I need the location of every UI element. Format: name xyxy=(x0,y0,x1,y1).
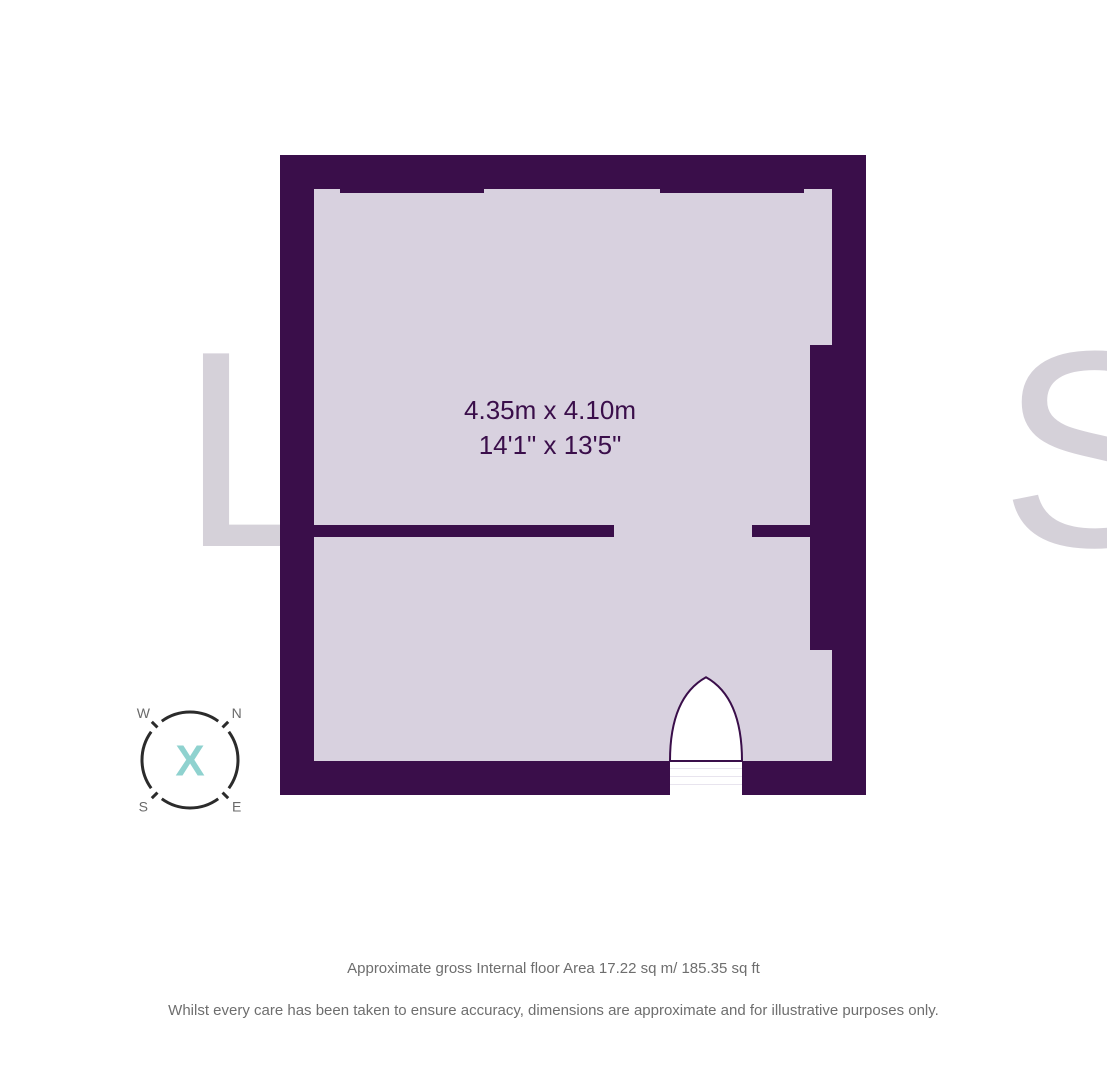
watermark-letter: S xyxy=(1000,310,1107,590)
compass-label: S xyxy=(139,799,148,815)
room-dimension-metric: 4.35m x 4.10m xyxy=(464,395,636,426)
compass-icon: X N E S W xyxy=(112,682,268,838)
footer-disclaimer-text: Whilst every care has been taken to ensu… xyxy=(0,1002,1107,1019)
room-dimension-imperial: 14'1" x 13'5" xyxy=(479,430,622,461)
footer-area-text: Approximate gross Internal floor Area 17… xyxy=(0,960,1107,977)
compass-label: E xyxy=(232,799,241,815)
svg-text:X: X xyxy=(175,736,204,785)
floorplan xyxy=(280,155,866,800)
compass-label: W xyxy=(137,705,151,721)
compass-label: N xyxy=(232,705,242,721)
floorplan-svg xyxy=(280,155,866,795)
